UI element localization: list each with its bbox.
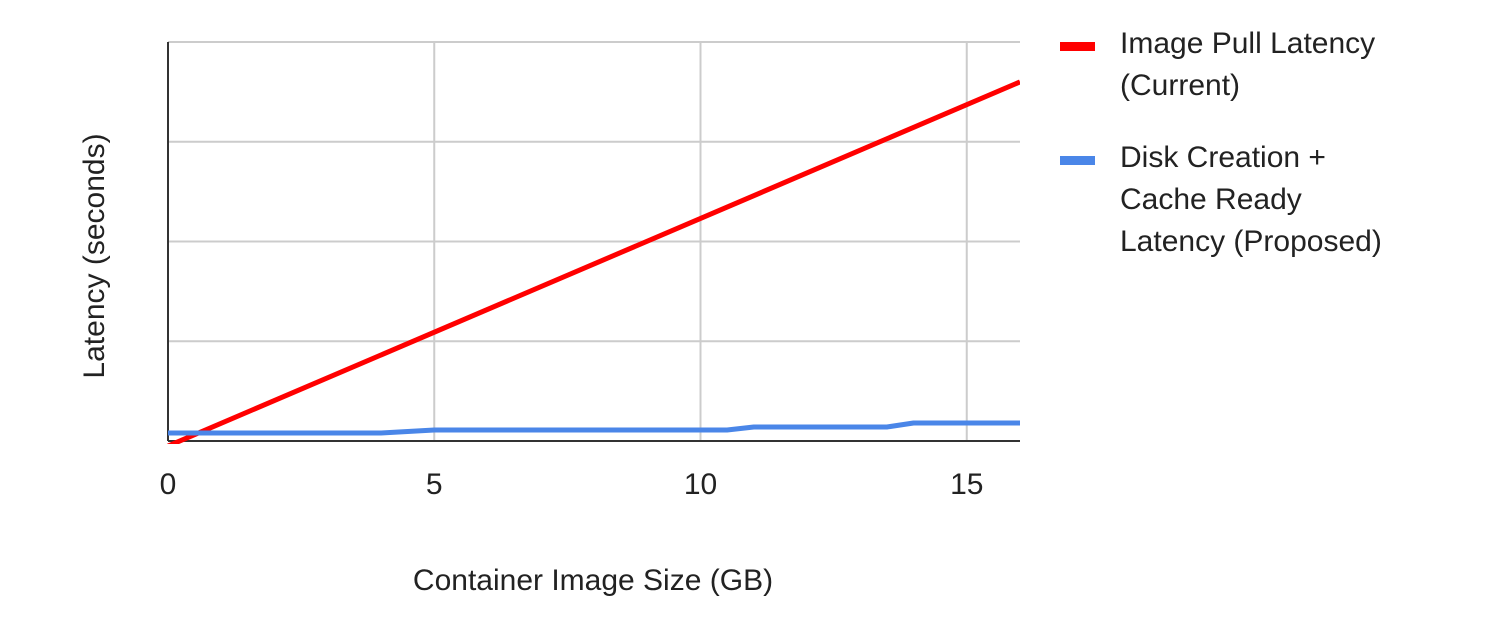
legend-label-0-line-0: Image Pull Latency [1120, 27, 1375, 60]
x-tick-label-0: 0 [160, 468, 177, 501]
grid-lines [168, 41, 1020, 441]
axes [167, 42, 1020, 442]
series-line-disk-creation-cache-ready-latency [168, 420, 1020, 436]
x-tick-label-15: 15 [950, 468, 983, 501]
legend-label-1-line-1: Cache Ready [1120, 183, 1302, 216]
legend-label-1-line-2: Latency (Proposed) [1120, 225, 1382, 258]
x-tick-label-10: 10 [684, 468, 717, 501]
y-axis-title: Latency (seconds) [78, 133, 111, 378]
legend: Image Pull Latency (Current) Disk Creation… [1060, 27, 1382, 258]
legend-swatch-0 [1060, 42, 1095, 51]
data-series [167, 79, 1020, 444]
x-tick-label-5: 5 [426, 468, 443, 501]
x-axis-title: Container Image Size (GB) [413, 564, 773, 597]
legend-label-0-line-1: (Current) [1120, 69, 1240, 102]
series-line-image-pull-latency [167, 79, 1020, 444]
x-tick-labels: 0 5 10 15 [160, 468, 984, 501]
legend-label-1-line-0: Disk Creation + [1120, 141, 1326, 174]
legend-swatch-1 [1060, 156, 1095, 165]
